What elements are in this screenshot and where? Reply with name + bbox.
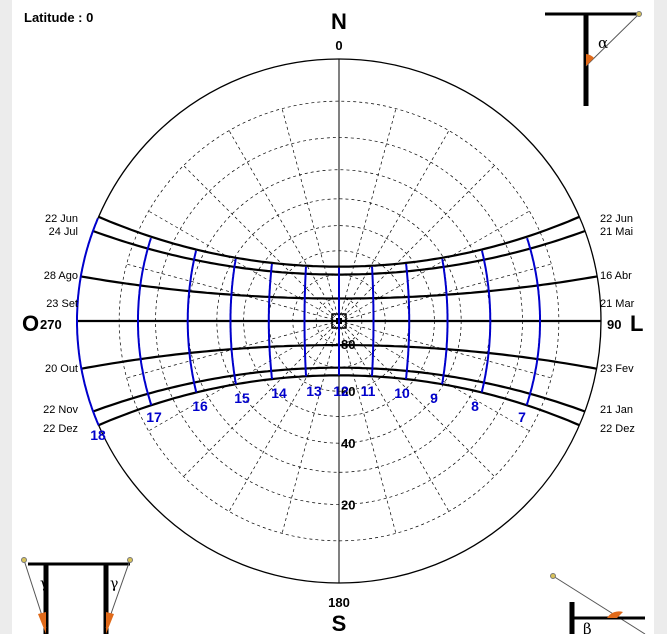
azimuth-line [338,320,397,534]
date-label-left: 23 Set [46,298,78,310]
east-direction-label: L [630,311,643,336]
hour-label: 9 [430,390,438,406]
date-label-left: 22 Jun [45,213,78,225]
west-direction-label: O [22,311,39,336]
date-label-left: 22 Dez [43,423,78,435]
azimuth-line [338,320,450,512]
gamma-symbol-right: γ [110,576,118,592]
date-label-left: 24 Jul [49,226,78,238]
hour-curves [76,218,541,426]
altitude-label: 80 [341,337,355,352]
east-azimuth-label: 90 [607,317,621,332]
date-label-right: 22 Dez [600,423,635,435]
latitude-label: Latitude : 0 [24,10,94,25]
hour-label: 15 [234,390,250,406]
beta-angle-icon: β [550,573,646,634]
date-label-right: 21 Mar [600,298,635,310]
hour-curve [525,237,541,406]
azimuth-line [338,108,397,322]
hour-curve [441,258,449,385]
altitude-label: 60 [341,384,355,399]
date-label-left: 28 Ago [44,270,78,282]
north-direction-label: N [331,9,347,34]
azimuth-line [281,320,340,534]
azimuth-line [148,210,340,322]
hour-curve [480,250,492,393]
hour-curve [267,263,273,380]
azimuth-line [183,320,340,477]
gamma-symbol-left: γ [40,576,48,592]
hour-label: 10 [394,385,410,401]
azimuth-line [338,320,495,477]
azimuth-line [148,320,340,432]
hour-curve [76,218,100,426]
azimuth-line [338,320,530,432]
south-azimuth-label: 180 [328,595,350,610]
alpha-symbol: α [598,34,608,52]
azimuth-line [338,165,495,322]
azimuth-line [338,210,530,322]
date-label-left: 22 Nov [43,404,78,416]
hour-label: 14 [271,385,287,401]
hour-label: 12 [333,383,349,399]
altitude-label: 20 [341,497,355,512]
hour-curve [137,237,153,406]
hour-label: 7 [518,409,526,425]
date-label-right: 21 Mai [600,226,633,238]
date-label-right: 22 Jun [600,213,633,225]
azimuth-line [228,320,340,512]
hour-curve [371,266,375,377]
alpha-angle-icon: α [545,11,642,106]
date-label-right: 16 Abr [600,270,632,282]
west-azimuth-label: 270 [40,317,62,332]
date-label-right: 23 Fev [600,363,634,375]
azimuth-line [281,108,340,322]
hour-label: 11 [361,383,376,399]
hour-label: 13 [306,383,322,399]
gamma-angle-icon: γ γ [21,557,133,634]
hour-curve [405,263,411,380]
diagram-panel [12,0,654,634]
hour-curve [186,250,198,393]
declination-curve [98,215,580,268]
hour-label: 17 [146,409,162,425]
south-direction-label: S [332,611,347,634]
hour-curve [303,266,307,377]
hour-label: 8 [471,398,479,414]
beta-symbol: β [583,620,592,634]
hour-label: 16 [192,398,208,414]
hour-curve [229,258,237,385]
date-label-right: 21 Jan [600,404,633,416]
altitude-label: 40 [341,436,355,451]
hour-label: 18 [90,427,106,443]
date-label-left: 20 Out [45,363,78,375]
azimuth-line [228,130,340,322]
north-azimuth-label: 0 [335,38,342,53]
azimuth-line [183,165,340,322]
azimuth-line [338,130,450,322]
